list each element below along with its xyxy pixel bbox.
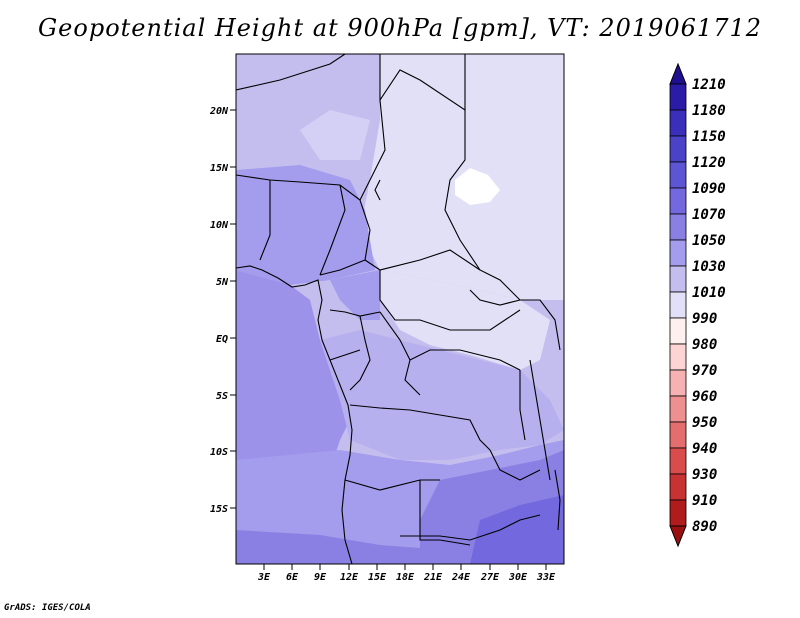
colorbar-swatch <box>669 421 687 449</box>
colorbar-label: 970 <box>692 363 717 379</box>
lon-label: 15E <box>368 572 387 583</box>
colorbar-swatch <box>669 187 687 215</box>
colorbar-swatch <box>669 135 687 163</box>
lon-label: 9E <box>314 572 327 583</box>
colorbar-label: 940 <box>692 441 717 457</box>
colorbar-label: 910 <box>692 493 717 509</box>
colorbar-swatch <box>669 265 687 293</box>
colorbar-label: 980 <box>692 337 717 353</box>
colorbar-swatch <box>669 499 687 527</box>
colorbar-label: 1210 <box>692 77 726 93</box>
colorbar-label: 960 <box>692 389 717 405</box>
colorbar-swatch <box>669 395 687 423</box>
lon-label: 30E <box>508 572 528 583</box>
colorbar-swatch <box>669 239 687 267</box>
map-frame <box>235 53 565 565</box>
lat-label: EQ <box>216 334 228 345</box>
colorbar-swatch <box>669 447 687 475</box>
colorbar-label: 1150 <box>692 129 726 145</box>
lat-label: 10S <box>210 447 228 458</box>
lon-label: 27E <box>480 572 500 583</box>
colorbar-label: 1010 <box>692 285 726 301</box>
colorbar-swatch <box>669 369 687 397</box>
lat-label: 15S <box>210 504 228 515</box>
colorbar: 1210 1180 1150 1120 1090 1070 1050 1030 1010 990 9… <box>669 62 726 548</box>
colorbar-label: 950 <box>692 415 717 431</box>
colorbar-swatch <box>669 473 687 501</box>
lat-label: 20N <box>209 106 229 117</box>
lon-label: 21E <box>423 572 443 583</box>
lon-label: 33E <box>536 572 556 583</box>
colorbar-label: 1090 <box>692 181 726 197</box>
colorbar-swatch <box>669 291 687 319</box>
colorbar-top-triangle <box>669 62 687 85</box>
colorbar-label: 1120 <box>692 155 726 171</box>
colorbar-swatch <box>669 343 687 371</box>
colorbar-swatch <box>669 161 687 189</box>
colorbar-swatch <box>669 317 687 345</box>
colorbar-label: 1050 <box>692 233 726 249</box>
colorbar-label: 990 <box>692 311 717 327</box>
lat-label: 10N <box>210 220 229 231</box>
map-contour-field <box>236 54 564 564</box>
grads-credit: GrADS: IGES/COLA <box>4 603 91 613</box>
colorbar-label: 1180 <box>692 103 726 119</box>
lat-label: 5N <box>216 277 229 288</box>
lat-label: 5S <box>216 391 228 402</box>
lon-label: 18E <box>396 572 415 583</box>
colorbar-swatch <box>669 83 687 111</box>
lon-label: 24E <box>451 572 471 583</box>
colorbar-swatch <box>669 213 687 241</box>
colorbar-label: 1030 <box>692 259 726 275</box>
colorbar-bottom-triangle <box>669 525 687 548</box>
lon-label: 12E <box>340 572 359 583</box>
map-title: Geopotential Height at 900hPa [gpm], VT:… <box>38 14 762 42</box>
colorbar-label: 890 <box>692 519 717 535</box>
colorbar-label: 930 <box>692 467 717 483</box>
lon-label: 6E <box>286 572 299 583</box>
lat-label: 15N <box>210 163 229 174</box>
latitude-axis: 20N 15N 10N 5N EQ 5S 10S 15S <box>209 106 236 515</box>
colorbar-swatch <box>669 109 687 137</box>
longitude-axis: 3E 6E 9E 12E 15E 18E 21E 24E 27E 30E 33E <box>257 564 556 583</box>
colorbar-label: 1070 <box>692 207 726 223</box>
lon-label: 3E <box>257 572 271 583</box>
